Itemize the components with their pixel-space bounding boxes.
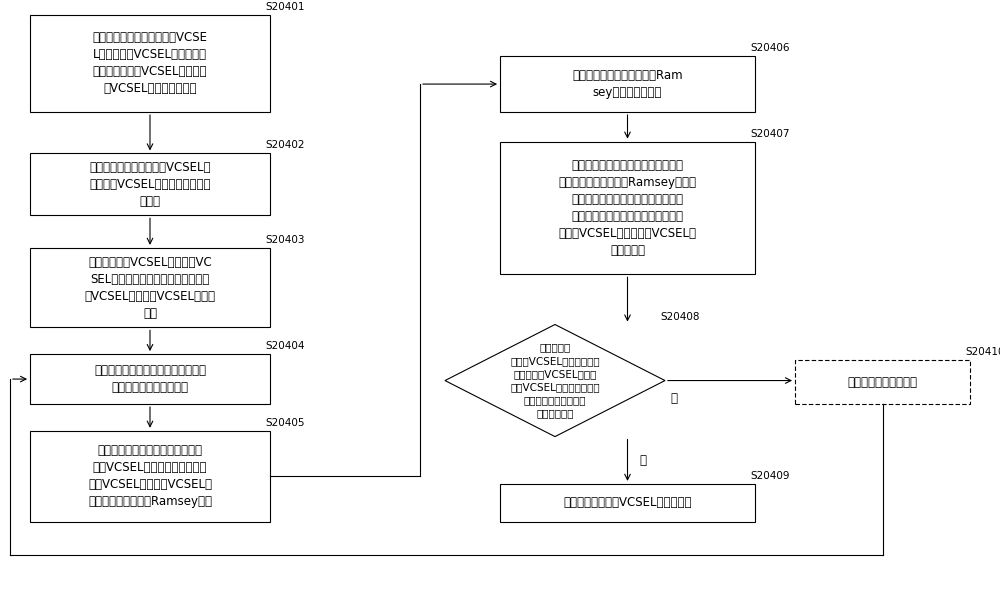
- Text: S20401: S20401: [265, 2, 304, 12]
- Text: S20402: S20402: [265, 140, 304, 150]
- Bar: [30, 153, 270, 215]
- Text: S20410: S20410: [965, 347, 1000, 357]
- Text: S20406: S20406: [750, 43, 790, 53]
- Text: 线性调整耦合在所述第一VCSEL和
所述第二VCSEL的输入电流上的微
波信号: 线性调整耦合在所述第一VCSEL和 所述第二VCSEL的输入电流上的微 波信号: [89, 161, 211, 208]
- Text: S20409: S20409: [750, 471, 790, 481]
- Text: S20408: S20408: [660, 312, 700, 322]
- Text: S20407: S20407: [750, 129, 790, 139]
- Text: S20404: S20404: [265, 341, 304, 351]
- Bar: [30, 248, 270, 327]
- Text: 根据所述第一VCSEL和所述第VC
SEL产生的光脉冲信号，确定所述第
一VCSEL与所述第VCSEL的拍频
信号: 根据所述第一VCSEL和所述第VC SEL产生的光脉冲信号，确定所述第 一VCS…: [84, 255, 216, 320]
- Bar: [795, 360, 970, 404]
- Bar: [500, 142, 755, 274]
- Text: 判断调整所
述第二VCSEL的输入电流后
，所述第一VCSEL与所述
第二VCSEL的拍频信号以及
调整后的微波信号否满
足预设的条件: 判断调整所 述第二VCSEL的输入电流后 ，所述第一VCSEL与所述 第二VCS…: [510, 343, 600, 418]
- Text: 不再调整所述第二VCSEL的输入电流: 不再调整所述第二VCSEL的输入电流: [563, 496, 692, 510]
- Text: 是: 是: [640, 454, 646, 467]
- Text: S20405: S20405: [265, 418, 304, 428]
- Text: 调整所述微波信号，使所述微波信号
的频率等于所述确定的Ramsey条纹谱
线的中心频率，作为调整后微波信号
，并将所述调整后微波信号耦合在所
述第一VCSEL和: 调整所述微波信号，使所述微波信号 的频率等于所述确定的Ramsey条纹谱 线的中…: [558, 159, 696, 257]
- Text: 根据所述拍频鉴频信号，调整所述
第二VCSEL的输入电流，使所述
第一VCSEL和所述第VCSEL发
射的激光实现拉姆齐Ramsey干涉: 根据所述拍频鉴频信号，调整所述 第二VCSEL的输入电流，使所述 第一VCSEL…: [88, 444, 212, 509]
- Polygon shape: [445, 324, 665, 437]
- Text: 将脉冲信号添加到所述第一VCSE
L和所述第二VCSEL的输入电流
上，使所述第一VCSEL和所述第
二VCSEL产生光脉冲信号: 将脉冲信号添加到所述第一VCSE L和所述第二VCSEL的输入电流 上，使所述第…: [92, 31, 208, 96]
- Bar: [500, 484, 755, 522]
- Text: 根据调整后的微波信号: 根据调整后的微波信号: [848, 375, 918, 389]
- Text: S20403: S20403: [265, 235, 304, 245]
- Bar: [500, 56, 755, 112]
- Bar: [30, 431, 270, 522]
- Bar: [30, 15, 270, 112]
- Text: 否: 否: [670, 392, 677, 405]
- Text: 将所述拍频信号与所述微波信号进行
鉴频，获得拍频鉴频信号: 将所述拍频信号与所述微波信号进行 鉴频，获得拍频鉴频信号: [94, 364, 206, 394]
- Bar: [30, 354, 270, 404]
- Text: 根据所述光脉冲信号，获取Ram
sey干涉的条纹谱线: 根据所述光脉冲信号，获取Ram sey干涉的条纹谱线: [572, 69, 683, 99]
